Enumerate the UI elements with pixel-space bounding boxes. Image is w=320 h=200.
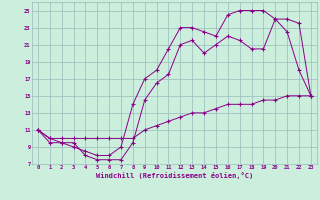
X-axis label: Windchill (Refroidissement éolien,°C): Windchill (Refroidissement éolien,°C) — [96, 172, 253, 179]
